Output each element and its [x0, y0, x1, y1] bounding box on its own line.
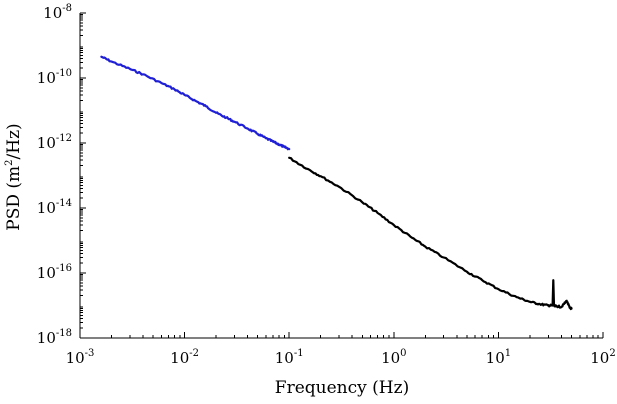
axes-group: [79, 13, 603, 339]
x-tick-label: 101: [486, 348, 511, 367]
y-tick-label: 10-10: [37, 68, 72, 87]
x-tick-label: 10-1: [275, 348, 304, 367]
y-tick-label: 10-18: [37, 328, 72, 347]
y-tick-label: 10-16: [37, 263, 72, 282]
x-tick-label: 10-3: [66, 348, 95, 367]
y-axis-label: PSD (m2/Hz): [4, 123, 24, 230]
y-ticks: 10-18 10-16 10-14 10-12 10-10 10-8: [37, 3, 86, 347]
y-tick-label: 10-12: [37, 133, 72, 152]
y-tick-label: 10-8: [43, 3, 72, 22]
y-axis-label-pre: PSD (m: [4, 166, 24, 231]
x-ticks: 10-3 10-2 10-1 100 101 102: [66, 332, 616, 367]
x-tick-label: 10-2: [170, 348, 199, 367]
series-line-1: [100, 55, 291, 151]
series-line-2: [288, 156, 573, 311]
x-axis-label: Frequency (Hz): [275, 378, 409, 398]
y-axis-label-sup: 2: [4, 159, 15, 165]
series-group: [100, 55, 573, 311]
y-axis-label-post: /Hz): [4, 123, 24, 159]
x-tick-label: 100: [381, 348, 406, 367]
x-tick-label: 102: [590, 348, 615, 367]
y-tick-label: 10-14: [37, 198, 72, 217]
